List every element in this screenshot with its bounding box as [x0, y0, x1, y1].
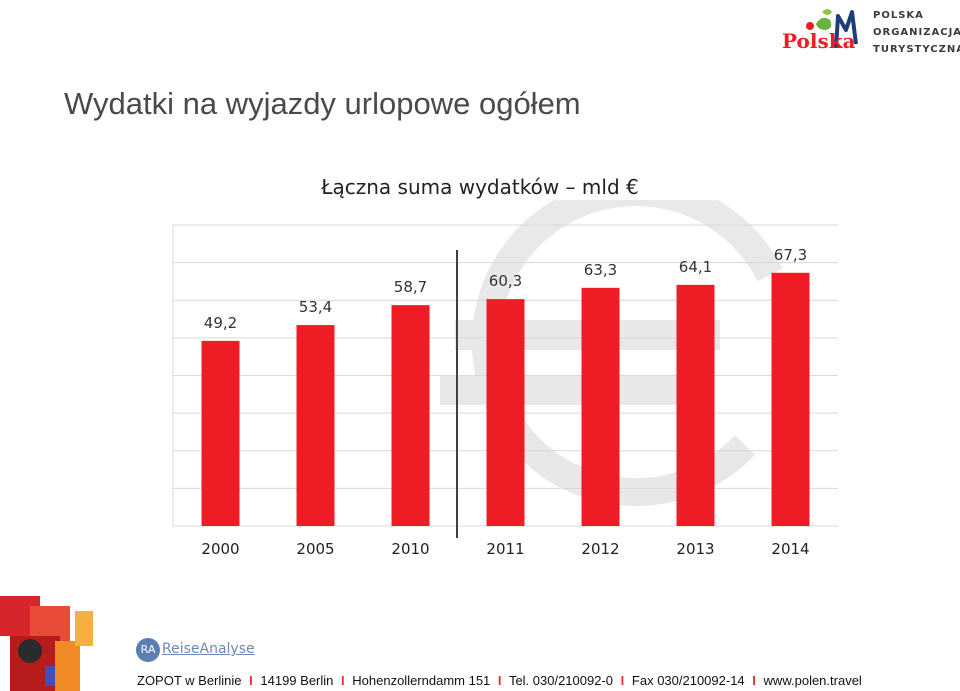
- x-tick-2013: 2013: [676, 540, 714, 558]
- value-label-2010: 58,7: [394, 278, 427, 296]
- page-title: Wydatki na wyjazdy urlopowe ogółem: [64, 86, 581, 121]
- footer-phone: Tel. 030/210092-0: [508, 673, 614, 688]
- logo-line-2: ORGANIZACJA: [873, 27, 960, 38]
- footer-fax: Fax 030/210092-14: [631, 673, 745, 688]
- bar-chart: 49,2 53,4 58,7 60,3 63,3 64,1 67,3 2000 2005 201…: [172, 200, 838, 558]
- chart-bars: [201, 272, 810, 526]
- reiseanalyse-logo[interactable]: RA ReiseAnalyse: [136, 638, 256, 662]
- bar-2012: [581, 287, 620, 526]
- x-tick-2014: 2014: [771, 540, 809, 558]
- footer-org: ZOPOT w Berlinie: [137, 673, 242, 688]
- logo-text: POLSKA ORGANIZACJA TURYSTYCZNA: [873, 7, 960, 58]
- chart-x-ticks: 2000 2005 2010 2011 2012 2013 2014: [201, 540, 809, 558]
- value-label-2012: 63,3: [584, 261, 617, 279]
- bar-2011: [486, 299, 525, 526]
- polska-logo: Polska POLSKA ORGANIZACJA TURYSTYCZNA: [780, 4, 960, 58]
- x-tick-2005: 2005: [296, 540, 334, 558]
- polska-logo-mark: Polska: [782, 9, 858, 53]
- logo-line-3: TURYSTYCZNA: [873, 44, 960, 55]
- footer-separator: I: [497, 673, 502, 688]
- value-label-2005: 53,4: [299, 298, 332, 316]
- footer-separator: I: [249, 673, 253, 688]
- footer-separator: I: [620, 673, 625, 688]
- ra-badge: RA: [136, 638, 160, 662]
- footer-separator: I: [341, 673, 345, 688]
- ra-brand-image: [0, 596, 98, 691]
- ra-name: ReiseAnalyse: [162, 641, 255, 657]
- value-label-2000: 49,2: [204, 314, 237, 332]
- footer-address: ZOPOT w Berlinie I 14199 Berlin I Hohenz…: [137, 673, 862, 688]
- chart-title: Łączna suma wydatków – mld €: [321, 175, 639, 199]
- bar-2014: [771, 272, 810, 526]
- value-label-2014: 67,3: [774, 246, 807, 264]
- value-label-2011: 60,3: [489, 272, 522, 290]
- footer-website[interactable]: www.polen.travel: [763, 673, 862, 688]
- x-tick-2011: 2011: [486, 540, 524, 558]
- bar-2000: [201, 340, 240, 526]
- x-tick-2000: 2000: [201, 540, 239, 558]
- value-label-2013: 64,1: [679, 258, 712, 276]
- footer-city: 14199 Berlin: [260, 673, 334, 688]
- chart-value-labels: 49,2 53,4 58,7 60,3 63,3 64,1 67,3: [204, 246, 807, 332]
- logo-line-1: POLSKA: [873, 10, 924, 21]
- logo-wordmark: Polska: [782, 29, 856, 53]
- footer-separator: I: [752, 673, 756, 688]
- x-tick-2012: 2012: [581, 540, 619, 558]
- footer-street: Hohenzollerndamm 151: [352, 673, 491, 688]
- x-tick-2010: 2010: [391, 540, 429, 558]
- bar-2013: [676, 284, 715, 526]
- bar-2010: [391, 305, 430, 526]
- bar-2005: [296, 325, 335, 526]
